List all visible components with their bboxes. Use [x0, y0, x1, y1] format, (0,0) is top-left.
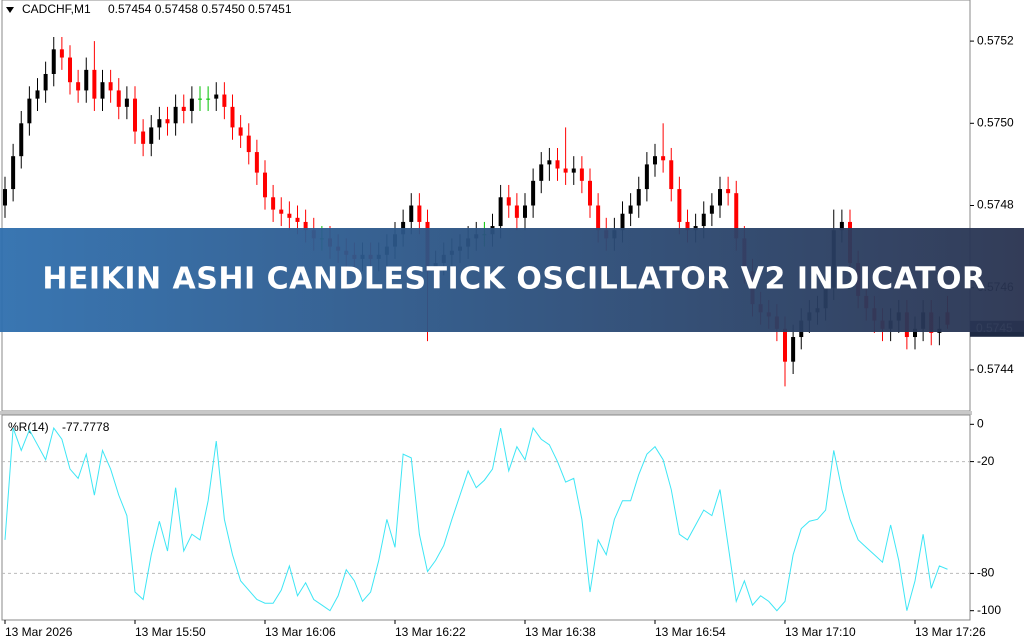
banner-text: HEIKIN ASHI CANDLESTICK OSCILLATOR V2 IN…: [42, 262, 985, 297]
candle-body: [84, 69, 89, 91]
candle-body: [222, 94, 227, 107]
candle-body: [149, 127, 154, 144]
candle-body: [661, 156, 666, 161]
y-tick-label: -100: [977, 603, 1001, 617]
y-tick-label: 0.5750: [977, 115, 1014, 129]
candle-body: [636, 189, 641, 206]
candle-body: [3, 189, 7, 206]
y-tick-label: -20: [977, 454, 995, 468]
candle-body: [409, 205, 414, 222]
candle-body: [709, 205, 714, 214]
candle-body: [303, 221, 308, 231]
x-tick-label: 13 Mar 16:06: [265, 625, 336, 639]
candle-body: [76, 82, 81, 91]
candle-body: [506, 197, 511, 206]
candle-body: [68, 57, 72, 83]
candle-body: [116, 90, 121, 107]
y-tick-label: 0: [977, 416, 984, 430]
candle-body: [19, 123, 24, 157]
candle-body: [628, 205, 633, 214]
candle-body: [263, 172, 267, 198]
oscillator-pane-frame: [1, 414, 971, 621]
x-tick-label: 13 Mar 16:54: [655, 625, 726, 639]
candle-body: [108, 82, 113, 91]
candle-body: [165, 119, 170, 124]
candle-body: [141, 131, 146, 144]
ohlc-text: 0.57454 0.57458 0.57450 0.57451: [108, 2, 292, 16]
candle-body: [181, 106, 186, 111]
dropdown-icon: [6, 7, 14, 13]
oscillator-value: -77.7778: [62, 420, 110, 434]
y-tick-label: 0.5748: [977, 198, 1014, 212]
candle-body: [214, 94, 219, 99]
candle-body: [189, 98, 194, 111]
candle-body: [198, 98, 202, 100]
y-tick-label: 0.5752: [977, 33, 1014, 47]
candle-body: [596, 205, 601, 231]
candle-body: [206, 98, 211, 100]
y-tick-label: -80: [977, 566, 995, 580]
candle-body: [230, 106, 235, 128]
candle-body: [571, 168, 576, 173]
candle-body: [913, 328, 917, 338]
candle-body: [157, 119, 162, 128]
candle-body: [295, 217, 300, 222]
x-tick-label: 13 Mar 17:10: [785, 625, 856, 639]
candle-body: [124, 98, 129, 107]
candle-body: [254, 152, 259, 173]
x-tick-label: 13 Mar 15:50: [135, 625, 206, 639]
candle-body: [59, 49, 64, 58]
candle-body: [644, 164, 649, 190]
candle-body: [238, 127, 243, 136]
candle-body: [783, 328, 787, 362]
candle-body: [51, 49, 56, 74]
symbol-title: CADCHF,M1: [22, 2, 91, 16]
candle-body: [523, 205, 527, 218]
candle-body: [271, 197, 276, 210]
candle-body: [417, 205, 422, 222]
candle-body: [563, 168, 568, 173]
candle-body: [246, 135, 251, 153]
candle-body: [43, 73, 48, 91]
candle-body: [514, 205, 519, 218]
candle-body: [701, 213, 706, 227]
candle-body: [287, 213, 292, 218]
y-tick-label: 0.5744: [977, 362, 1014, 376]
x-tick-label: 13 Mar 16:22: [395, 625, 466, 639]
candle-body: [718, 189, 722, 206]
candle-body: [669, 160, 674, 190]
candle-body: [839, 221, 844, 231]
candle-body: [555, 160, 560, 169]
candle-body: [620, 213, 625, 231]
candle-body: [547, 160, 552, 165]
candle-body: [27, 98, 32, 124]
candle-body: [498, 197, 503, 227]
candle-body: [92, 69, 97, 99]
candle-body: [677, 189, 682, 222]
x-tick-label: 13 Mar 16:38: [525, 625, 596, 639]
candle-body: [35, 90, 40, 99]
candle-body: [539, 164, 544, 181]
x-tick-label: 13 Mar 17:26: [915, 625, 986, 639]
oscillator-line: [4, 426, 948, 612]
candle-body: [279, 209, 284, 214]
pane-separator: [0, 411, 972, 415]
candle-body: [11, 156, 16, 190]
candle-body: [726, 189, 731, 194]
candle-body: [531, 180, 536, 206]
oscillator-title: %R(14): [8, 420, 49, 434]
banner: [0, 228, 1024, 332]
candle-body: [579, 168, 584, 181]
candle-body: [734, 193, 739, 239]
candle-body: [685, 221, 690, 231]
candle-body: [653, 156, 657, 165]
candle-body: [133, 98, 137, 132]
x-tick-label: 13 Mar 2026: [5, 625, 73, 639]
candle-body: [173, 106, 178, 124]
candle-body: [588, 180, 592, 206]
candle-body: [791, 337, 796, 362]
candle-body: [100, 82, 105, 99]
